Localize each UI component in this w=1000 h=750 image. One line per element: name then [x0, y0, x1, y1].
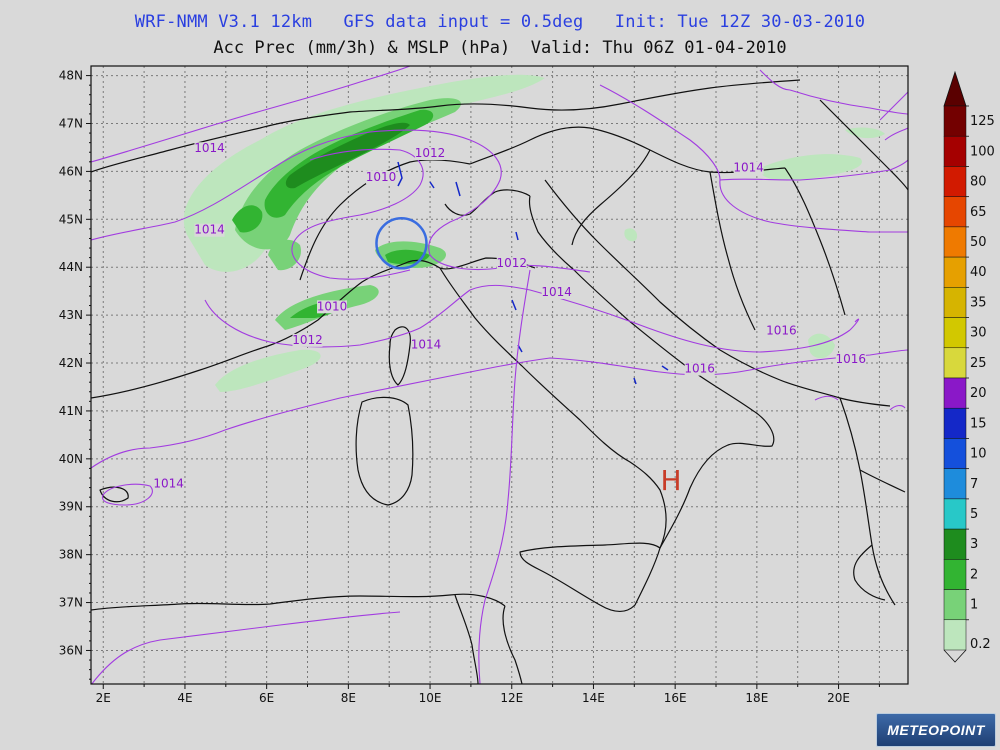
axis-ticks [86, 75, 880, 689]
lon-label: 16E [664, 691, 687, 705]
lat-label: 38N [59, 548, 83, 562]
high-pressure-marker: H [661, 464, 682, 497]
colorbar-label: 65 [970, 205, 987, 220]
colorbar-swatch [943, 105, 967, 137]
lat-label: 40N [59, 452, 83, 466]
colorbar-swatch [943, 317, 967, 349]
colorbar-label: 2 [970, 567, 978, 582]
colorbar-label: 1 [970, 598, 978, 613]
colorbar-label: 30 [970, 326, 987, 341]
lat-label: 43N [59, 308, 83, 322]
colorbar-label: 125 [970, 114, 995, 129]
lon-label: 18E [745, 691, 768, 705]
isobar-label: 1016 [766, 323, 797, 337]
highlight-circle [375, 217, 428, 270]
lat-label: 47N [59, 116, 83, 130]
colorbar-label: 15 [970, 416, 987, 431]
colorbar-swatch [943, 498, 967, 530]
graticule-grid [91, 66, 908, 684]
lat-label: 36N [59, 643, 83, 657]
colorbar-swatch [943, 377, 967, 409]
colorbar-label: 0.2 [970, 637, 991, 652]
colorbar-swatch [943, 347, 967, 379]
map-frame [90, 65, 909, 685]
longitude-labels: 2E 4E 6E 8E 10E 12E 14E 16E 18E 20E [96, 691, 850, 705]
colorbar-swatch [943, 559, 967, 590]
colorbar-swatch [943, 226, 967, 258]
isobar-label: 1012 [292, 333, 323, 347]
lat-label: 48N [59, 69, 83, 83]
lon-label: 10E [419, 691, 442, 705]
colorbar-swatch [943, 196, 967, 228]
isobar-label: 1014 [194, 223, 225, 237]
colorbar-swatch [943, 528, 967, 560]
lon-label: 20E [827, 691, 850, 705]
isobar-label: 1016 [836, 352, 867, 366]
colorbar-label: 50 [970, 235, 987, 250]
isobar-label: 1010 [317, 299, 348, 313]
isobar-label: 1016 [684, 362, 715, 376]
lat-label: 44N [59, 260, 83, 274]
colorbar-swatch [943, 468, 967, 500]
lon-label: 12E [500, 691, 523, 705]
map-area [91, 66, 908, 684]
colorbar-label: 20 [970, 386, 987, 401]
colorbar-label: 100 [970, 144, 995, 159]
colorbar-label: 40 [970, 265, 987, 280]
lat-label: 45N [59, 212, 83, 226]
lon-label: 8E [341, 691, 356, 705]
isobars [91, 66, 908, 684]
isobar-label: 1014 [411, 338, 442, 352]
colorbar-label: 35 [970, 295, 987, 310]
colorbar-label: 3 [970, 537, 978, 552]
lon-label: 4E [177, 691, 192, 705]
precipitation-colorbar: 125 100 80 65 50 40 35 30 25 20 15 10 7 5 3 2 1 0.2 [943, 70, 995, 663]
lat-label: 46N [59, 164, 83, 178]
colorbar-label: 25 [970, 356, 987, 371]
colorbar-label: 5 [970, 507, 978, 522]
lon-label: 2E [96, 691, 111, 705]
lat-label: 39N [59, 500, 83, 514]
colorbar-overflow-arrow [943, 70, 967, 107]
colorbar-swatch [943, 619, 967, 651]
colorbar-label: 10 [970, 447, 987, 462]
lat-label: 37N [59, 596, 83, 610]
latitude-labels: 48N 47N 46N 45N 44N 43N 42N 41N 40N 39N 38N 37N 36N [59, 69, 83, 658]
lon-label: 6E [259, 691, 274, 705]
colorbar-swatch [943, 589, 967, 621]
header-line-1: WRF-NMM V3.1 12km GFS data input = 0.5de… [134, 12, 866, 32]
lakes [397, 161, 669, 385]
isobar-label: 1010 [366, 170, 397, 184]
isobar-label: 1014 [541, 285, 572, 299]
isobar-label: 1012 [496, 256, 527, 270]
isobar-label: 1014 [194, 141, 225, 155]
header-line-2: Acc Prec (mm/3h) & MSLP (hPa) Valid: Thu… [213, 38, 787, 58]
lat-label: 42N [59, 356, 83, 370]
isobar-label: 1014 [733, 160, 764, 174]
isobar-label: 1012 [415, 146, 446, 160]
isobar-label: 1014 [153, 477, 184, 491]
meteopoint-logo: METEOPOINT [876, 713, 996, 747]
colorbar-swatch [943, 438, 967, 469]
colorbar-swatch [943, 135, 967, 167]
colorbar-swatch [943, 256, 967, 288]
colorbar-label: 80 [970, 175, 987, 190]
colorbar-label: 7 [970, 477, 978, 492]
lat-label: 41N [59, 404, 83, 418]
lon-label: 14E [582, 691, 605, 705]
colorbar-swatch [943, 166, 967, 197]
precipitation-field [183, 74, 885, 392]
colorbar-swatch [943, 407, 967, 439]
colorbar-swatch [943, 287, 967, 318]
